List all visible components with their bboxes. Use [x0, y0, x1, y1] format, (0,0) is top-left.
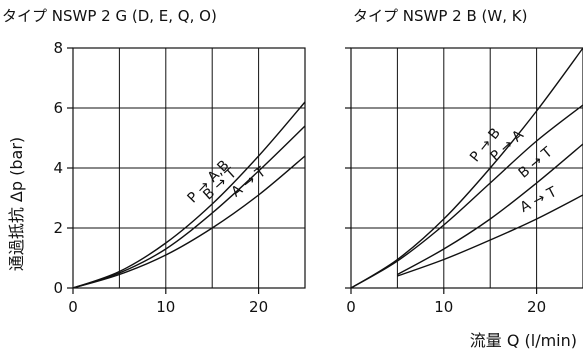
y-tick-label: 2	[53, 219, 63, 237]
y-tick-label: 8	[53, 39, 63, 57]
chart-title: タイプ NSWP 2 B (W, K)	[353, 7, 527, 25]
chart-panel-2: タイプ NSWP 2 B (W, K)0 10 20P → BP → AB → TA…	[345, 7, 583, 316]
y-tick-label: 0	[53, 279, 63, 297]
series-label: B → T	[516, 144, 556, 181]
series-line	[72, 125, 306, 289]
x-tick-label: 20	[527, 298, 546, 316]
y-axis-label: 通過抵抗 Δp (bar)	[7, 137, 26, 271]
x-tick-label: 10	[434, 298, 453, 316]
series-line	[350, 104, 583, 289]
y-tick-label: 6	[53, 99, 63, 117]
x-tick-label: 10	[156, 298, 175, 316]
x-axis-label: 流量 Q (l/min)	[470, 331, 577, 350]
series-line	[72, 155, 306, 289]
series-line	[397, 143, 583, 276]
series-label: A → T	[229, 164, 270, 201]
x-tick-label: 20	[249, 298, 268, 316]
x-tick-label: 0	[68, 298, 78, 316]
x-tick-label: 0	[346, 298, 356, 316]
series-line	[72, 101, 306, 289]
chart-title: タイプ NSWP 2 G (D, E, Q, O)	[2, 7, 217, 25]
series-line	[397, 194, 583, 277]
series-line	[350, 47, 583, 289]
y-tick-label: 4	[53, 159, 63, 177]
